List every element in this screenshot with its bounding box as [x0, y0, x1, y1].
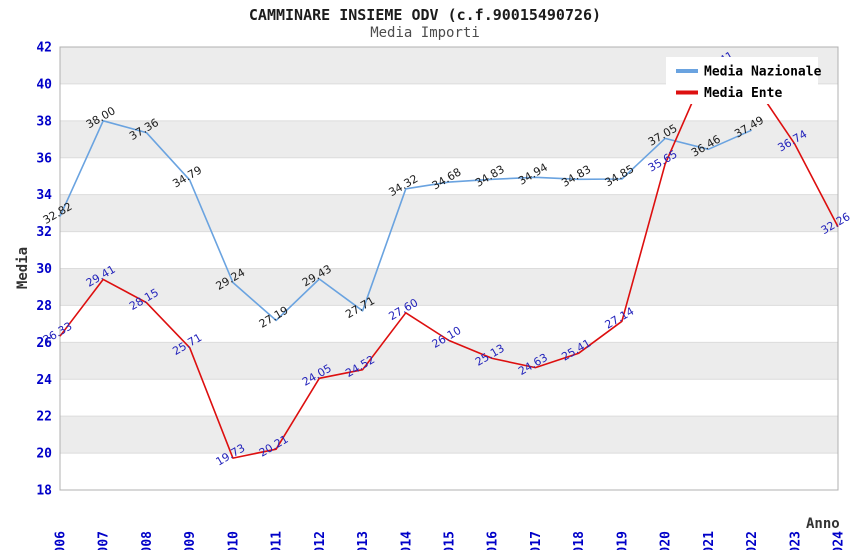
chart-title: CAMMINARE INSIEME ODV (c.f.90015490726) [248, 6, 602, 24]
x-tick-label: 2020 [659, 531, 674, 550]
plot-border [59, 46, 839, 491]
data-label: 27.14 [603, 305, 637, 332]
legend-label-nazionale: Media Nazionale [704, 65, 822, 80]
y-tick-label: 36 [36, 151, 52, 166]
y-tick-label: 38 [36, 114, 52, 129]
x-tick-label: 2008 [140, 531, 155, 550]
data-label: 34.79 [170, 163, 204, 190]
chart-subtitle: Media Importi [370, 25, 480, 41]
x-tick-label: 2018 [572, 531, 587, 550]
x-tick-label: 2011 [270, 531, 285, 550]
legend-label-ente: Media Ente [704, 86, 782, 101]
plot-band [60, 194, 838, 232]
x-tick-label: 2015 [443, 531, 458, 550]
y-tick-label: 34 [36, 188, 52, 203]
x-tick-label: 2017 [529, 531, 544, 550]
x-tick-label: 2016 [486, 531, 501, 550]
data-label: 34.94 [516, 161, 550, 188]
y-tick-label: 20 [36, 447, 52, 462]
y-tick-label: 26 [36, 336, 52, 351]
plot-band [60, 416, 838, 454]
y-tick-label: 40 [36, 77, 52, 92]
x-tick-label: 2019 [615, 531, 630, 550]
x-tick-label: 2010 [226, 531, 241, 550]
y-axis-title: Media [15, 247, 31, 289]
series-line-media-nazionale [59, 120, 752, 322]
x-tick-label: 2006 [54, 531, 69, 550]
data-label: 34.83 [559, 163, 593, 190]
plot-band [60, 120, 838, 158]
data-label: 34.68 [430, 165, 464, 192]
plot-band [60, 268, 838, 306]
x-tick-label: 2007 [97, 531, 112, 550]
x-tick-label: 2023 [788, 531, 803, 550]
y-tick-label: 42 [36, 41, 52, 56]
y-tick-label: 28 [36, 299, 52, 314]
data-label: 34.83 [473, 163, 507, 190]
data-label: 34.85 [603, 162, 637, 189]
x-tick-label: 2021 [702, 531, 717, 550]
x-tick-label: 2024 [832, 531, 847, 550]
x-axis-title: Anno [806, 516, 840, 532]
y-tick-label: 30 [36, 262, 52, 277]
y-tick-label: 32 [36, 225, 52, 240]
x-tick-label: 2014 [399, 531, 414, 550]
legend-box [666, 57, 818, 104]
x-tick-label: 2012 [313, 531, 328, 550]
y-tick-label: 24 [36, 373, 52, 388]
y-tick-label: 22 [36, 410, 52, 425]
x-tick-label: 2022 [745, 531, 760, 550]
x-tick-label: 2009 [183, 531, 198, 550]
y-tick-label: 18 [36, 484, 52, 499]
x-tick-label: 2013 [356, 531, 371, 550]
